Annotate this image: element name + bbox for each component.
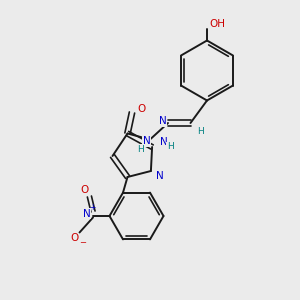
Text: H: H [137, 145, 144, 154]
Text: OH: OH [209, 19, 226, 29]
Text: O: O [81, 185, 89, 195]
Text: H: H [198, 127, 204, 136]
Text: N: N [156, 171, 164, 182]
Text: −: − [79, 238, 86, 247]
Text: H: H [167, 142, 173, 152]
Text: N: N [142, 136, 150, 146]
Text: +: + [89, 202, 96, 211]
Text: O: O [137, 104, 145, 115]
Text: N: N [82, 208, 90, 219]
Text: N: N [159, 116, 167, 127]
Text: O: O [70, 233, 78, 244]
Text: N: N [160, 136, 167, 147]
